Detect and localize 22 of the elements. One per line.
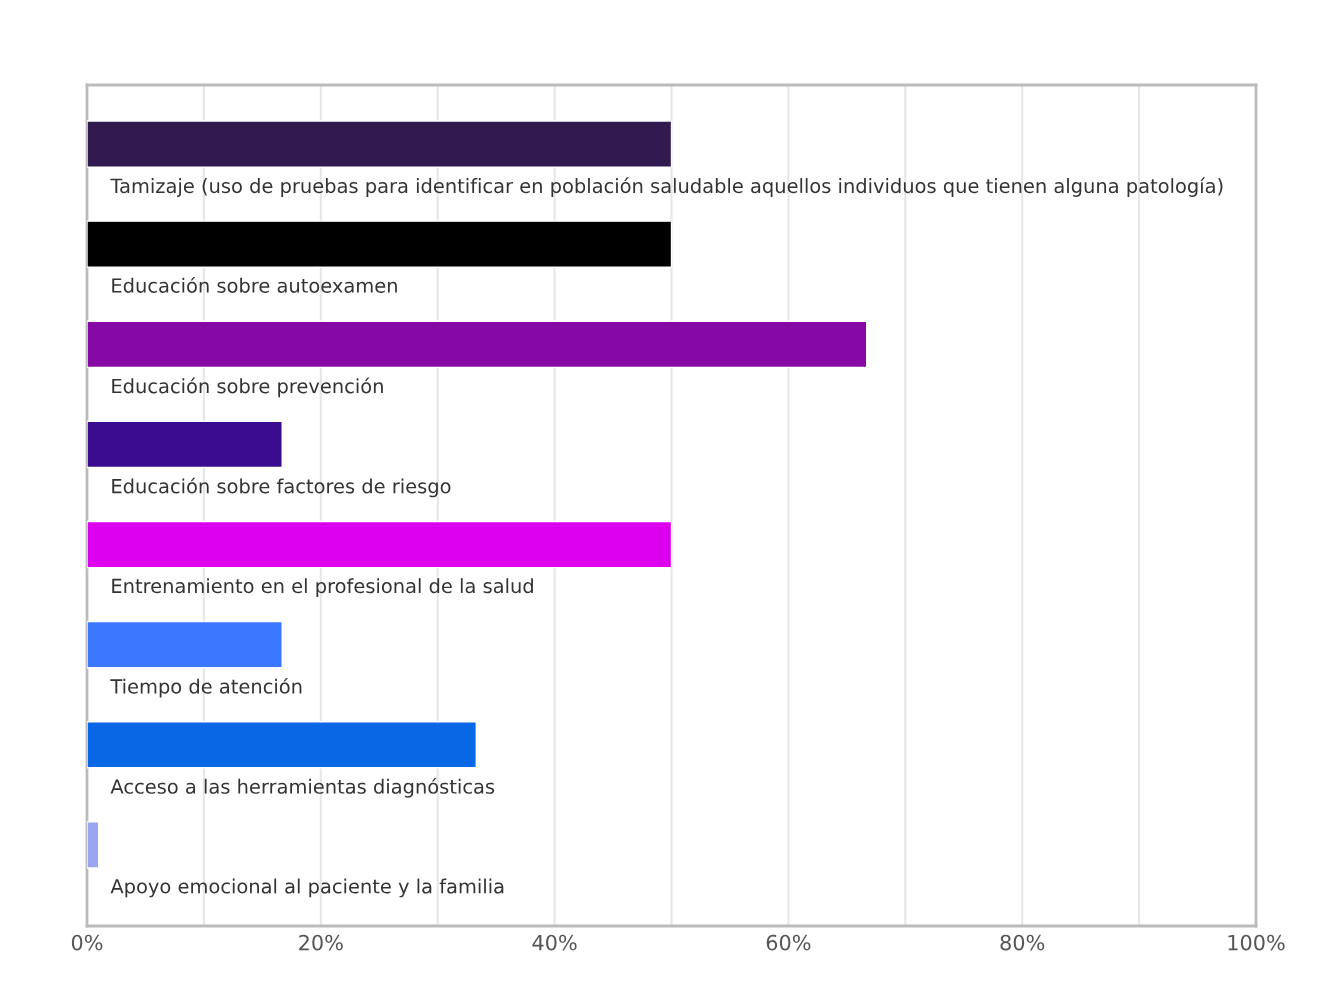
x-tick-label: 0%	[71, 934, 103, 951]
x-tick-label: 80%	[1000, 934, 1045, 951]
y-tick-label: Educación sobre prevención	[112, 377, 383, 398]
y-tick-label: Acceso a las herramientas diagnósticas	[110, 778, 495, 798]
x-tick-label: 40%	[532, 934, 577, 951]
y-tick-label: Tamizaje (uso de pruebas para identificar en población saludable aquellos individuos que tienen alguna patología)	[110, 177, 1223, 197]
y-tick-label: Tiempo de atención	[110, 677, 302, 698]
bar	[87, 120, 673, 168]
x-tick-label: 100%	[1228, 934, 1285, 951]
bar	[87, 420, 283, 469]
bar	[87, 520, 673, 569]
bar	[87, 721, 477, 769]
y-tick-label: Educación sobre autoexamen	[112, 277, 397, 293]
x-tick-label: 20%	[299, 934, 343, 951]
y-tick-label: Apoyo emocional al paciente y la familia	[110, 878, 504, 898]
bar	[87, 620, 283, 669]
y-tick-label: Educación sobre factores de riesgo	[112, 477, 451, 498]
x-tick-label: 60%	[766, 934, 811, 951]
bar	[87, 320, 868, 369]
bar	[87, 821, 100, 869]
bar	[87, 220, 673, 268]
y-tick-label: Entrenamiento en el profesional de la salud	[112, 578, 533, 598]
